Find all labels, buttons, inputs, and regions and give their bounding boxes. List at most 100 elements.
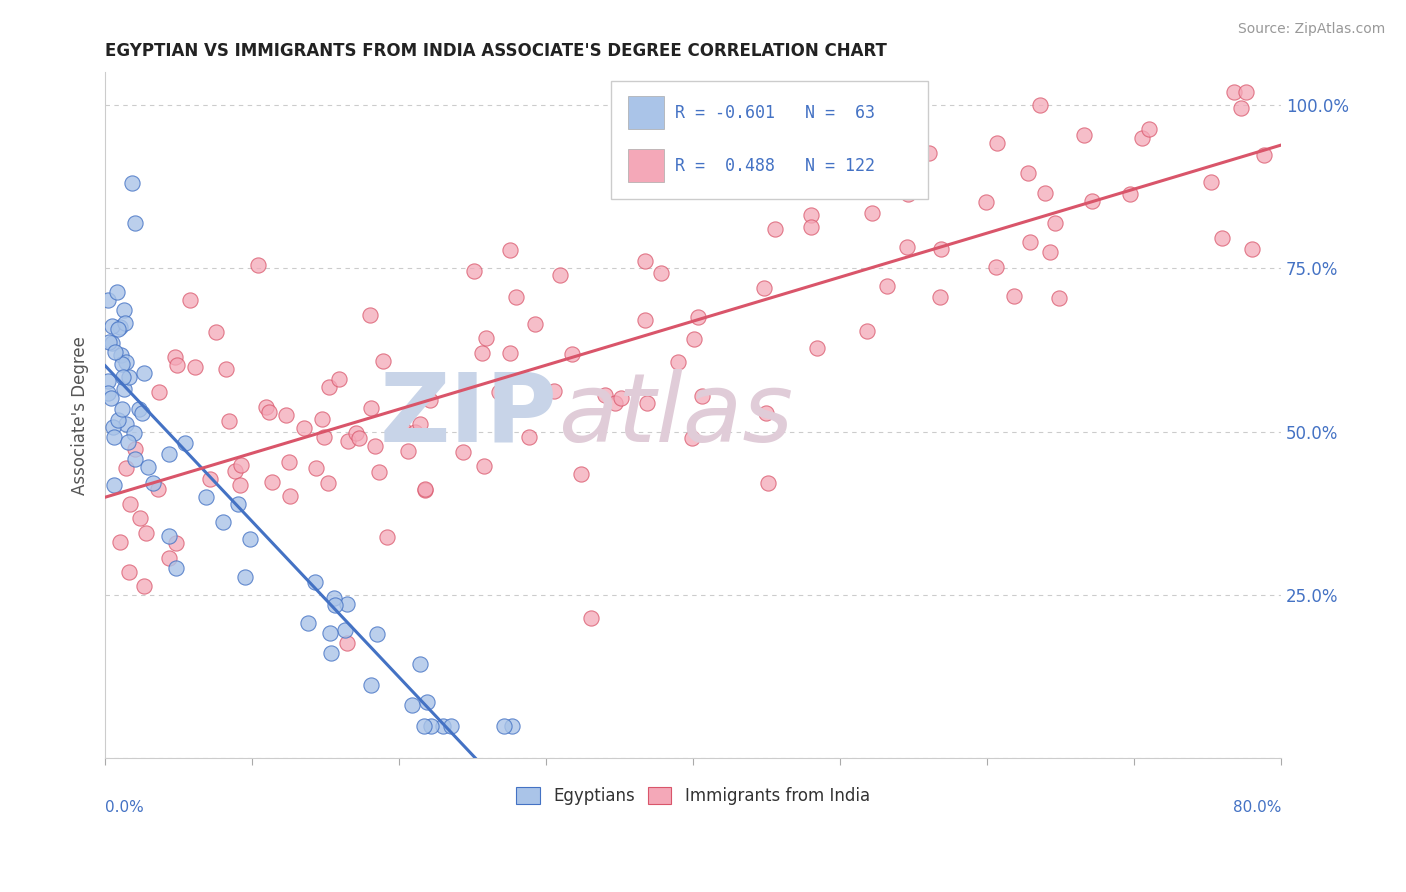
Point (349, 431, 371, 445)
Point (198, 472, 221, 486)
Point (605, 396, 627, 410)
Point (97, 293, 120, 307)
Point (800, 208, 823, 222)
Point (1019, 235, 1042, 249)
Point (471, 346, 494, 360)
Point (505, 290, 527, 304)
Point (114, 417, 136, 431)
Point (105, 285, 128, 299)
Point (419, 392, 441, 407)
Point (1230, 101, 1253, 115)
Point (128, 511, 150, 525)
Point (100, 335, 122, 350)
Point (157, 529, 180, 543)
Point (634, 253, 657, 268)
Point (860, 205, 883, 219)
Point (1029, 98, 1052, 112)
Point (322, 591, 344, 606)
Point (97, 386, 120, 401)
Point (1073, 128, 1095, 143)
Point (650, 266, 672, 280)
Point (548, 268, 571, 283)
Point (98, 334, 121, 349)
Point (136, 460, 159, 475)
Point (1137, 121, 1160, 136)
Point (377, 530, 399, 544)
Point (132, 366, 155, 380)
Point (312, 430, 335, 444)
Point (683, 332, 706, 346)
Point (876, 279, 898, 293)
Point (318, 380, 340, 394)
Point (292, 421, 315, 435)
Point (1130, 130, 1153, 145)
Point (112, 382, 135, 396)
Point (517, 430, 540, 444)
Point (165, 536, 187, 550)
Point (107, 322, 129, 336)
Point (112, 370, 135, 384)
Point (1081, 194, 1104, 208)
Point (492, 719, 515, 733)
Point (195, 490, 218, 504)
Point (246, 258, 269, 272)
Point (110, 348, 132, 362)
Point (1002, 288, 1025, 302)
Point (107, 413, 129, 427)
Point (498, 346, 520, 360)
Point (412, 719, 434, 733)
Point (328, 372, 350, 386)
Point (121, 177, 143, 191)
Point (398, 444, 420, 458)
Point (724, 182, 747, 196)
Point (368, 465, 391, 479)
Point (1253, 148, 1275, 162)
Point (451, 445, 474, 459)
Point (134, 579, 156, 593)
Point (103, 430, 125, 444)
Point (499, 244, 522, 258)
Point (184, 360, 207, 375)
Point (229, 458, 252, 472)
FancyBboxPatch shape (628, 96, 664, 129)
Point (305, 461, 328, 475)
Point (364, 439, 387, 453)
Point (1240, 242, 1263, 256)
Point (103, 478, 125, 492)
Point (114, 316, 136, 330)
Point (440, 719, 463, 733)
Point (205, 325, 228, 339)
Point (413, 483, 436, 497)
Point (420, 719, 443, 733)
Point (101, 319, 124, 334)
Point (855, 324, 877, 338)
Point (1017, 166, 1039, 180)
Point (254, 400, 277, 414)
Point (501, 719, 523, 733)
Point (897, 186, 920, 201)
Point (636, 396, 658, 410)
Point (1039, 244, 1062, 259)
Point (276, 408, 298, 422)
Point (569, 467, 592, 481)
Y-axis label: Associate's Degree: Associate's Degree (72, 336, 89, 495)
Point (142, 476, 165, 491)
Point (157, 447, 180, 461)
Point (409, 657, 432, 671)
Point (233, 570, 256, 584)
Point (163, 350, 186, 364)
Point (148, 384, 170, 399)
Point (115, 461, 138, 475)
Point (681, 431, 703, 445)
Point (800, 220, 823, 235)
Point (416, 696, 439, 710)
Point (336, 636, 359, 650)
Text: R = -0.601   N =  63: R = -0.601 N = 63 (675, 103, 876, 122)
Point (474, 331, 496, 345)
Point (239, 533, 262, 547)
Text: 80.0%: 80.0% (1233, 799, 1281, 814)
Point (579, 610, 602, 624)
Point (1199, 176, 1222, 190)
Point (929, 290, 952, 304)
Point (896, 240, 918, 254)
